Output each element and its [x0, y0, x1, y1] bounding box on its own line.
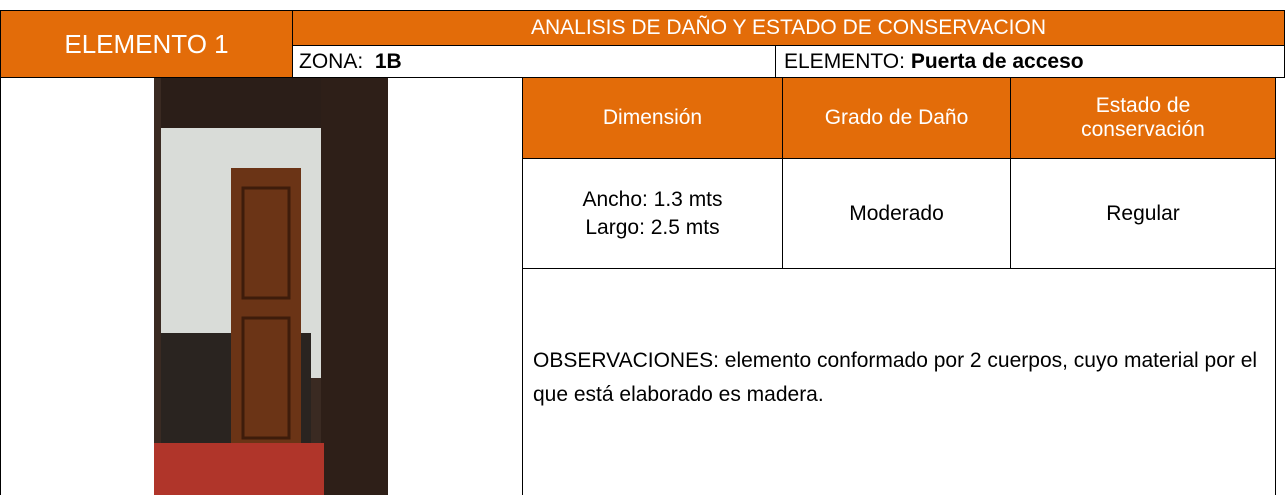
zone-field: ZONA: 1B — [292, 45, 776, 78]
photo — [154, 78, 388, 495]
door-frame — [321, 78, 388, 495]
element-field: ELEMENTO: Puerta de acceso — [775, 45, 1285, 78]
column-header: Estado de conservación — [1010, 77, 1276, 159]
zone-label: ZONA: — [299, 49, 364, 73]
floor — [154, 443, 324, 495]
observations: OBSERVACIONES: elemento conformado por 2… — [522, 268, 1276, 495]
dimension-cell: Ancho: 1.3 mts Largo: 2.5 mts — [522, 158, 783, 269]
length-value: Largo: 2.5 mts — [585, 215, 720, 239]
title: ANALISIS DE DAÑO Y ESTADO DE CONSERVACIO… — [292, 10, 1285, 46]
column-header: Dimensión — [522, 77, 783, 159]
state-cell: Regular — [1010, 158, 1276, 269]
damage-cell: Moderado — [782, 158, 1011, 269]
zone-value: 1B — [374, 49, 402, 73]
column-header: Grado de Daño — [782, 77, 1011, 159]
width-value: Ancho: 1.3 mts — [582, 187, 723, 211]
element-field-label: ELEMENTO: — [784, 49, 905, 73]
element-label: ELEMENTO 1 — [0, 10, 293, 78]
door-panel — [241, 186, 291, 300]
photo-cell — [0, 77, 523, 495]
element-field-value: Puerta de acceso — [910, 49, 1084, 73]
door-panel — [241, 316, 291, 440]
ceiling — [161, 78, 321, 128]
